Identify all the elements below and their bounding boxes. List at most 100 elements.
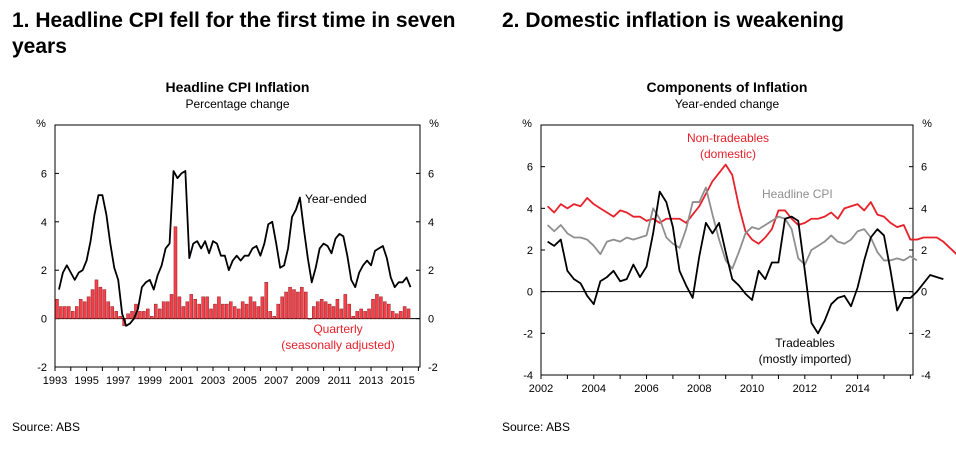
y-tick-label-right: 2 bbox=[428, 265, 434, 277]
x-tick-label: 2005 bbox=[232, 375, 256, 387]
bar-quarterly bbox=[229, 301, 233, 319]
bar-quarterly bbox=[153, 303, 158, 319]
bar-quarterly bbox=[67, 306, 71, 319]
y-tick-label-left: 2 bbox=[527, 245, 533, 257]
bar-quarterly bbox=[272, 315, 276, 319]
bar-quarterly bbox=[371, 299, 375, 319]
bar-quarterly bbox=[383, 301, 387, 319]
bar-quarterly bbox=[355, 311, 359, 319]
bar-quarterly bbox=[102, 289, 107, 319]
bar-quarterly bbox=[221, 303, 225, 319]
bar-quarterly bbox=[193, 299, 197, 319]
x-tick-label: 2001 bbox=[169, 375, 193, 387]
x-tick-label: 2009 bbox=[296, 375, 320, 387]
series-line-tradeables bbox=[547, 190, 944, 335]
y-tick-label-left: 4 bbox=[41, 217, 47, 229]
series-label-non-tradeables: Non-tradeables bbox=[687, 131, 769, 145]
bar-quarterly bbox=[146, 308, 150, 319]
bar-quarterly bbox=[339, 308, 344, 319]
bar-quarterly bbox=[296, 291, 300, 319]
bar-quarterly bbox=[236, 308, 241, 319]
chart-subtitle: Year-ended change bbox=[675, 97, 780, 111]
bar-quarterly bbox=[276, 303, 280, 319]
bar-quarterly bbox=[331, 306, 336, 319]
y-tick-label-right: 4 bbox=[921, 203, 927, 215]
y-tick-label-left: 6 bbox=[527, 162, 533, 174]
bar-quarterly bbox=[252, 301, 257, 319]
y-tick-label-right: 0 bbox=[921, 287, 927, 299]
bar-quarterly bbox=[118, 315, 122, 319]
y-tick-label-left: 4 bbox=[527, 203, 533, 215]
bar-quarterly bbox=[177, 296, 182, 319]
panel-headline-cpi: 1. Headline CPI fell for the first time … bbox=[0, 0, 470, 454]
bar-quarterly bbox=[379, 296, 383, 319]
bar-quarterly bbox=[98, 286, 103, 319]
bar-quarterly bbox=[217, 296, 221, 319]
bar-quarterly bbox=[130, 311, 134, 319]
bar-quarterly bbox=[86, 296, 91, 319]
bar-quarterly bbox=[375, 294, 379, 319]
x-tick-label: 2004 bbox=[582, 383, 606, 395]
bar-quarterly bbox=[209, 308, 213, 319]
bar-quarterly bbox=[284, 291, 288, 319]
series-line-headline-cpi bbox=[546, 186, 918, 270]
y-tick-label-left: 0 bbox=[41, 314, 47, 326]
bar-quarterly bbox=[161, 301, 166, 319]
x-tick-label: 1995 bbox=[74, 375, 98, 387]
x-tick-label: 1993 bbox=[43, 375, 67, 387]
bar-quarterly bbox=[327, 303, 332, 319]
y-axis-unit-left: % bbox=[36, 118, 46, 130]
series-label-year-ended: Year-ended bbox=[305, 192, 367, 206]
y-tick-label-right: 0 bbox=[428, 314, 434, 326]
bar-quarterly bbox=[387, 303, 391, 319]
x-tick-label: 2008 bbox=[687, 383, 711, 395]
bar-quarterly bbox=[292, 289, 296, 319]
bar-quarterly bbox=[106, 301, 111, 319]
panel-components-of-inflation: 2. Domestic inflation is weakening Compo… bbox=[490, 0, 956, 454]
bar-quarterly bbox=[63, 306, 67, 319]
bar-quarterly bbox=[173, 226, 178, 319]
bar-quarterly bbox=[280, 296, 284, 319]
y-axis-unit-right: % bbox=[922, 118, 932, 130]
chart-title: Headline CPI Inflation bbox=[166, 79, 310, 95]
y-tick-label-right: 6 bbox=[921, 162, 927, 174]
plot-area bbox=[54, 124, 421, 368]
x-tick-label: 2007 bbox=[264, 375, 288, 387]
source-note: Source: ABS bbox=[12, 420, 81, 434]
x-tick-label: 2010 bbox=[740, 383, 764, 395]
bar-quarterly bbox=[268, 311, 273, 319]
bar-quarterly bbox=[244, 303, 249, 319]
bar-quarterly bbox=[308, 318, 312, 320]
x-tick-label: 1999 bbox=[138, 375, 162, 387]
x-tick-label: 2015 bbox=[390, 375, 414, 387]
x-tick-label: 1997 bbox=[106, 375, 130, 387]
bar-quarterly bbox=[351, 315, 355, 319]
bar-quarterly bbox=[138, 311, 142, 319]
series-line-year-ended bbox=[58, 170, 412, 327]
bar-quarterly bbox=[114, 311, 118, 319]
panel-heading: 2. Domestic inflation is weakening bbox=[502, 9, 844, 32]
bar-quarterly bbox=[300, 286, 304, 319]
bar-quarterly bbox=[150, 315, 154, 319]
bar-quarterly bbox=[315, 301, 320, 319]
bar-quarterly bbox=[197, 303, 201, 319]
bar-quarterly bbox=[181, 306, 186, 319]
bar-quarterly bbox=[256, 306, 261, 319]
bar-quarterly bbox=[94, 279, 99, 319]
bar-quarterly bbox=[205, 296, 209, 319]
y-tick-label-left: 6 bbox=[41, 168, 47, 180]
chart-components-of-inflation: Components of Inflation Year-ended change… bbox=[522, 79, 956, 395]
y-tick-label-left: -2 bbox=[523, 328, 533, 340]
x-tick-label: 2014 bbox=[845, 383, 869, 395]
bar-quarterly bbox=[78, 299, 83, 319]
bar-quarterly bbox=[232, 306, 237, 319]
chart-title: Components of Inflation bbox=[647, 79, 808, 95]
bar-quarterly bbox=[311, 306, 316, 319]
bar-quarterly bbox=[165, 301, 170, 319]
bar-quarterly bbox=[169, 294, 174, 319]
bar-quarterly bbox=[225, 303, 229, 319]
bar-quarterly bbox=[363, 311, 367, 319]
bar-quarterly bbox=[264, 282, 269, 319]
bar-quarterly bbox=[142, 311, 146, 319]
bar-quarterly bbox=[71, 311, 75, 319]
